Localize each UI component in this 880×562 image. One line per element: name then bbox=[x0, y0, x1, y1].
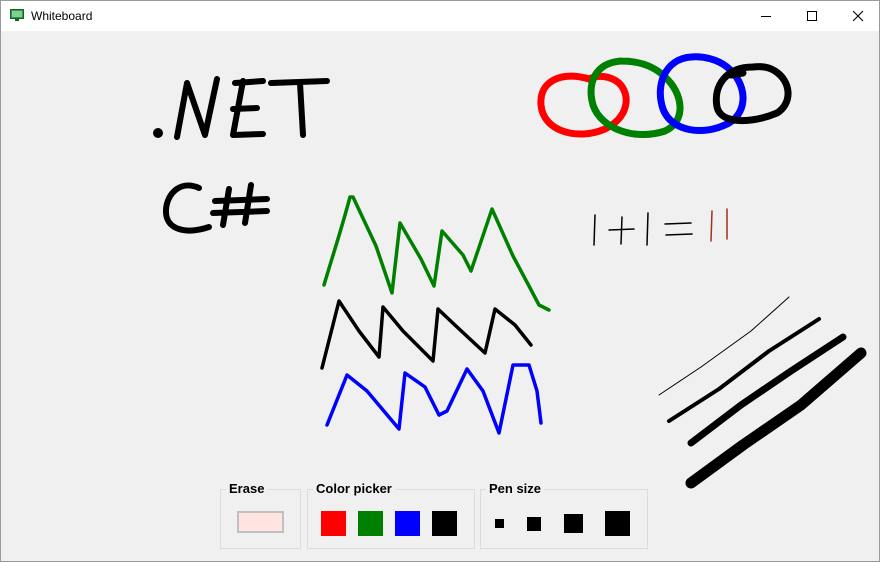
color-picker-group: Color picker bbox=[307, 481, 475, 549]
color-red-button[interactable] bbox=[321, 511, 346, 536]
pen-size-4-button[interactable] bbox=[605, 511, 630, 536]
erase-button[interactable] bbox=[237, 511, 284, 533]
stroke-black-wave bbox=[320, 299, 533, 370]
stroke-diagonals bbox=[658, 296, 867, 489]
pen-size-1-button[interactable] bbox=[495, 519, 504, 528]
close-icon bbox=[852, 10, 864, 22]
pen-size-3-button[interactable] bbox=[564, 514, 583, 533]
drawing-canvas[interactable] bbox=[1, 31, 879, 561]
pen-size-2-button[interactable] bbox=[527, 517, 541, 531]
title-bar[interactable]: Whiteboard bbox=[1, 1, 879, 31]
whiteboard-app-icon bbox=[10, 9, 24, 21]
color-blue-button[interactable] bbox=[395, 511, 420, 536]
color-green-button[interactable] bbox=[358, 511, 383, 536]
color-picker-group-label: Color picker bbox=[313, 481, 395, 496]
window-title: Whiteboard bbox=[31, 9, 93, 23]
maximize-icon bbox=[807, 11, 817, 21]
stroke-blue-wave bbox=[325, 363, 543, 435]
minimize-icon bbox=[761, 16, 771, 17]
erase-group-label: Erase bbox=[226, 481, 268, 496]
stroke-green-wave bbox=[322, 195, 551, 312]
pen-size-group: Pen size bbox=[480, 481, 648, 549]
pen-size-group-label: Pen size bbox=[486, 481, 545, 496]
stroke-dot-net bbox=[153, 76, 330, 140]
erase-group: Erase bbox=[220, 481, 301, 549]
stroke-c-sharp bbox=[163, 182, 270, 234]
minimize-button[interactable] bbox=[743, 1, 789, 31]
stroke-equation bbox=[593, 208, 728, 246]
color-black-button[interactable] bbox=[432, 511, 457, 536]
close-button[interactable] bbox=[835, 1, 879, 31]
maximize-button[interactable] bbox=[789, 1, 835, 31]
stroke-rings bbox=[537, 53, 792, 138]
